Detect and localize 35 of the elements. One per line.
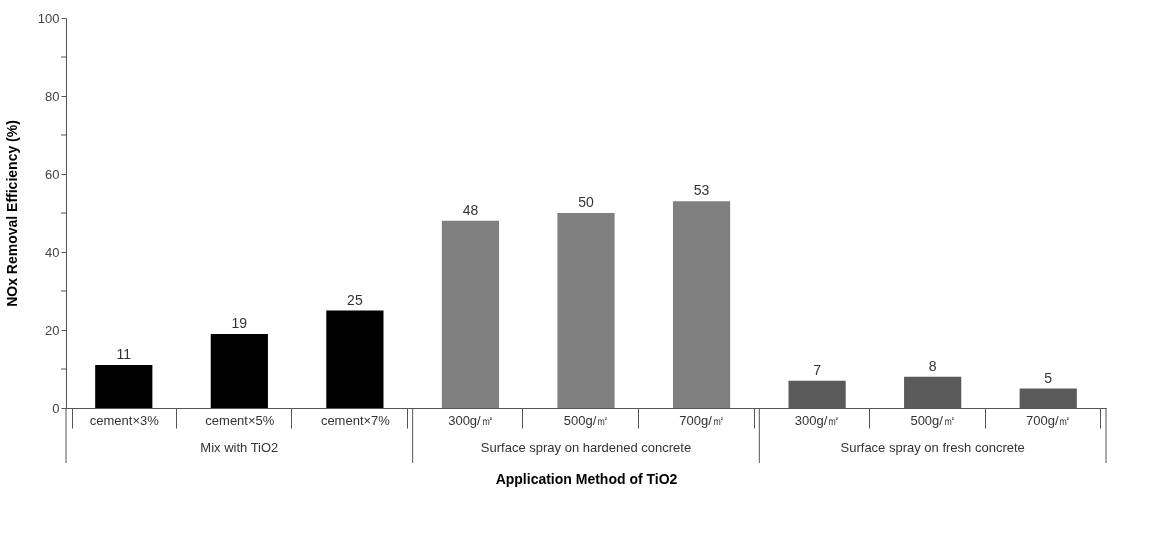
- y-tick-label: 0: [52, 400, 60, 416]
- bar: [95, 365, 153, 408]
- data-label: 50: [578, 194, 594, 210]
- data-label: 19: [231, 314, 248, 331]
- data-label: 25: [347, 291, 363, 308]
- y-tick-label: 80: [45, 88, 60, 104]
- y-tick-label: 100: [37, 10, 60, 26]
- bar: [672, 201, 731, 408]
- data-label: 53: [693, 182, 710, 199]
- x-tick-label: 700g/㎡: [1025, 412, 1072, 428]
- text: Surface spray on hardened concrete: [480, 440, 692, 455]
- text: Surface spray on fresh concrete: [840, 440, 1025, 455]
- x-tick-label: 500g/㎡: [563, 412, 610, 428]
- y-tick-label: 60: [45, 166, 60, 182]
- x-axis-title: Application Method of TiO2: [495, 471, 678, 487]
- bar: [210, 333, 268, 408]
- bar: [326, 310, 384, 408]
- y-axis-title: NOx Removal Efficiency (%): [3, 120, 20, 307]
- y-tick-label: 40: [45, 244, 60, 260]
- data-label: 5: [1044, 369, 1053, 386]
- data-label: 48: [462, 201, 479, 218]
- data-label: 11: [116, 346, 132, 363]
- data-label: 7: [813, 361, 822, 378]
- x-tick-label: 300g/㎡: [448, 412, 494, 428]
- x-tick-label: cement×5%: [205, 412, 275, 428]
- x-tick-label: 500g/㎡: [910, 412, 956, 428]
- x-tick-label: 700g/㎡: [679, 412, 725, 428]
- y-tick-label: 20: [45, 322, 60, 338]
- bar: [557, 213, 615, 408]
- bar: [441, 220, 500, 408]
- data-label: 8: [928, 357, 937, 374]
- x-tick-label: 300g/㎡: [794, 412, 841, 428]
- x-tick-label: cement×3%: [89, 412, 160, 428]
- x-tick-label: cement×7%: [320, 412, 391, 428]
- text: Mix with TiO2: [200, 440, 279, 455]
